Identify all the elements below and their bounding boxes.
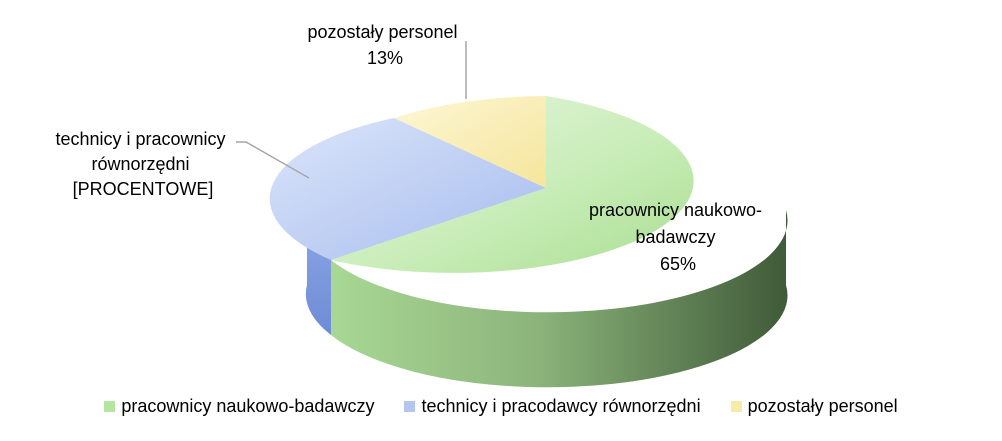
legend-label: pozostały personel bbox=[747, 395, 898, 416]
legend-swatch bbox=[104, 400, 116, 412]
legend-item-pozostaly-personel: pozostały personel bbox=[730, 395, 898, 417]
data-label-technicy: technicy i pracownicy równorzędni [PROCE… bbox=[55, 129, 230, 199]
legend-item-pracownicy-naukowo-badawczy: pracownicy naukowo-badawczy bbox=[104, 396, 374, 417]
legend-item-technicy: technicy i pracodawcy równorzędni bbox=[404, 395, 701, 417]
legend-label: technicy i pracodawcy równorzędni bbox=[421, 395, 701, 416]
data-label-pozostaly-personel: pozostały personel 13% bbox=[307, 22, 462, 68]
data-label-pracownicy-naukowo-badawczy: pracownicy naukowo- badawczy 65% bbox=[589, 200, 767, 274]
leader-line-technicy bbox=[236, 141, 310, 179]
legend-swatch bbox=[730, 400, 742, 412]
slice-pozostaly-personel bbox=[394, 96, 546, 188]
slice-side-pracownicy-naukowo-badawczy bbox=[331, 210, 788, 388]
legend-label: pracownicy naukowo-badawczy bbox=[121, 395, 375, 416]
legend-swatch bbox=[404, 400, 416, 412]
slice-pracownicy-naukowo-badawczy bbox=[331, 96, 694, 273]
slice-technicy bbox=[269, 118, 546, 260]
legend: pracownicy naukowo-badawczy technicy i p… bbox=[0, 392, 1002, 420]
